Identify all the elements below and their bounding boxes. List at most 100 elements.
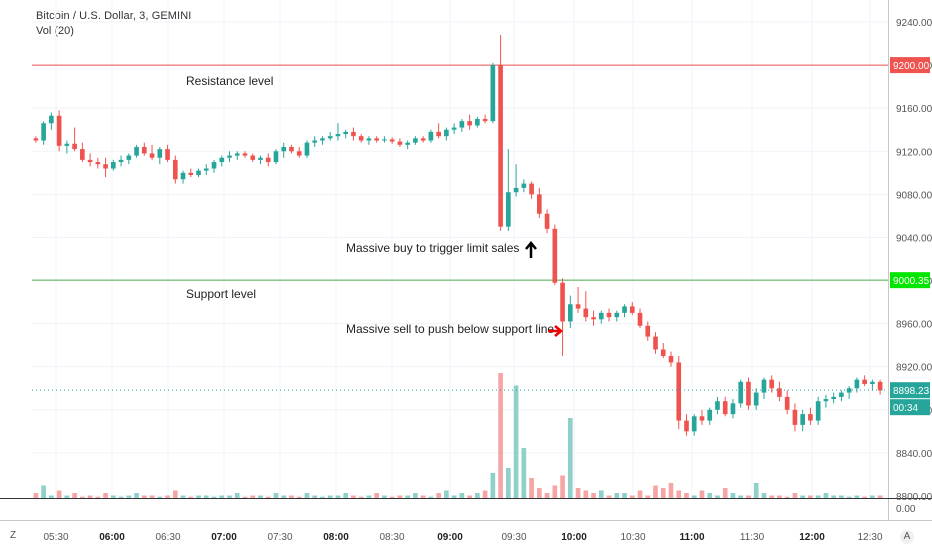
candle-body: [715, 401, 720, 410]
volume-bar: [203, 495, 209, 498]
volume-bar: [327, 495, 333, 498]
candle-body: [823, 399, 829, 402]
volume-bar: [428, 496, 434, 498]
candle-body: [870, 381, 875, 384]
resistance-annotation: Resistance level: [186, 74, 273, 88]
candle-body: [428, 131, 434, 141]
candle-body: [358, 136, 364, 141]
volume-bar: [80, 496, 85, 498]
up-arrow-icon: [525, 241, 537, 258]
volume-bar: [738, 495, 744, 498]
right-arrow-icon: [548, 325, 563, 337]
candle-body: [141, 146, 147, 154]
candle-body: [72, 143, 77, 150]
y-tick-label: 9080.00: [896, 190, 932, 201]
y-tick-label: 9240.00: [896, 18, 932, 29]
volume-bar: [126, 495, 132, 498]
x-tick-label: 09:00: [437, 532, 463, 543]
candle-body: [560, 282, 565, 322]
candle-body: [118, 159, 124, 163]
volume-bar: [823, 493, 829, 498]
candle-body: [188, 172, 194, 175]
candle-body: [676, 362, 682, 421]
volume-bar: [420, 495, 426, 498]
candle-body: [157, 149, 163, 158]
candle-body: [784, 396, 790, 410]
x-tick-label: 09:30: [501, 532, 526, 543]
candle-body: [444, 129, 449, 137]
candle-body: [862, 379, 867, 384]
volume-bar: [296, 496, 302, 498]
candle-body: [343, 131, 349, 135]
candle-body: [815, 401, 821, 421]
candle-body: [289, 146, 294, 152]
volume-bar: [312, 495, 318, 498]
volume-bar: [831, 495, 836, 498]
candle-body: [583, 308, 589, 318]
buy-annotation: Massive buy to trigger limit sales: [346, 241, 519, 255]
candle-body: [552, 228, 558, 283]
candle-body: [41, 123, 46, 141]
volume-bar: [707, 493, 713, 498]
volume-bar: [815, 495, 821, 498]
volume-bar: [351, 495, 356, 498]
y-tick-label: 8960.00: [896, 320, 932, 331]
volume-bar: [753, 483, 759, 498]
candle-body: [529, 183, 534, 195]
auto-scale-button[interactable]: A: [900, 530, 914, 544]
volume-bar: [629, 495, 635, 498]
volume-bar: [219, 495, 225, 498]
volume-bar: [265, 496, 271, 498]
candle-body: [304, 142, 310, 156]
volume-indicator-label[interactable]: Vol (20): [36, 25, 74, 37]
volume-bar: [475, 493, 480, 498]
volume-bar: [343, 493, 349, 498]
timezone-button[interactable]: Z: [10, 530, 17, 541]
candle-body: [622, 306, 627, 313]
candle-body: [854, 379, 860, 389]
candle-body: [366, 138, 372, 141]
candle-body: [808, 414, 813, 421]
volume-bar: [111, 495, 116, 498]
candle-body: [413, 138, 418, 143]
volume-bar: [846, 496, 852, 498]
volume-bar: [676, 490, 682, 498]
volume-bar: [808, 495, 813, 498]
volume-bar: [374, 493, 379, 498]
volume-bar: [103, 493, 108, 498]
volume-bar: [482, 490, 488, 498]
candle-body: [761, 379, 767, 393]
candle-body: [730, 403, 736, 415]
volume-bar: [606, 495, 612, 498]
volume-bar: [870, 495, 875, 498]
volume-bar: [622, 493, 627, 498]
candle-body: [335, 134, 341, 137]
candle-body: [80, 149, 85, 160]
candle-body: [227, 155, 232, 158]
volume-bar: [358, 496, 364, 498]
volume-bar: [498, 373, 503, 498]
last-price-label-bg: [890, 382, 930, 399]
candle-body: [33, 138, 39, 141]
candle-body: [327, 136, 333, 139]
candle-body: [397, 141, 403, 145]
volume-bar: [506, 468, 511, 498]
candle-body: [281, 146, 287, 152]
sell-annotation: Massive sell to push below support line: [346, 322, 554, 336]
candle-body: [591, 317, 596, 320]
volume-bar: [653, 485, 658, 498]
x-tick-label: 08:00: [323, 532, 349, 543]
candle-body: [691, 416, 697, 432]
candle-body: [598, 312, 604, 320]
support-price-label-bg: [890, 272, 930, 289]
candle-body: [420, 138, 426, 141]
volume-bar: [451, 495, 457, 498]
volume-bar: [521, 448, 527, 498]
y-tick-label: 9160.00: [896, 104, 932, 115]
volume-bar: [366, 495, 372, 498]
candle-body: [351, 131, 356, 137]
volume-bar: [862, 496, 867, 498]
volume-bar: [715, 495, 720, 498]
